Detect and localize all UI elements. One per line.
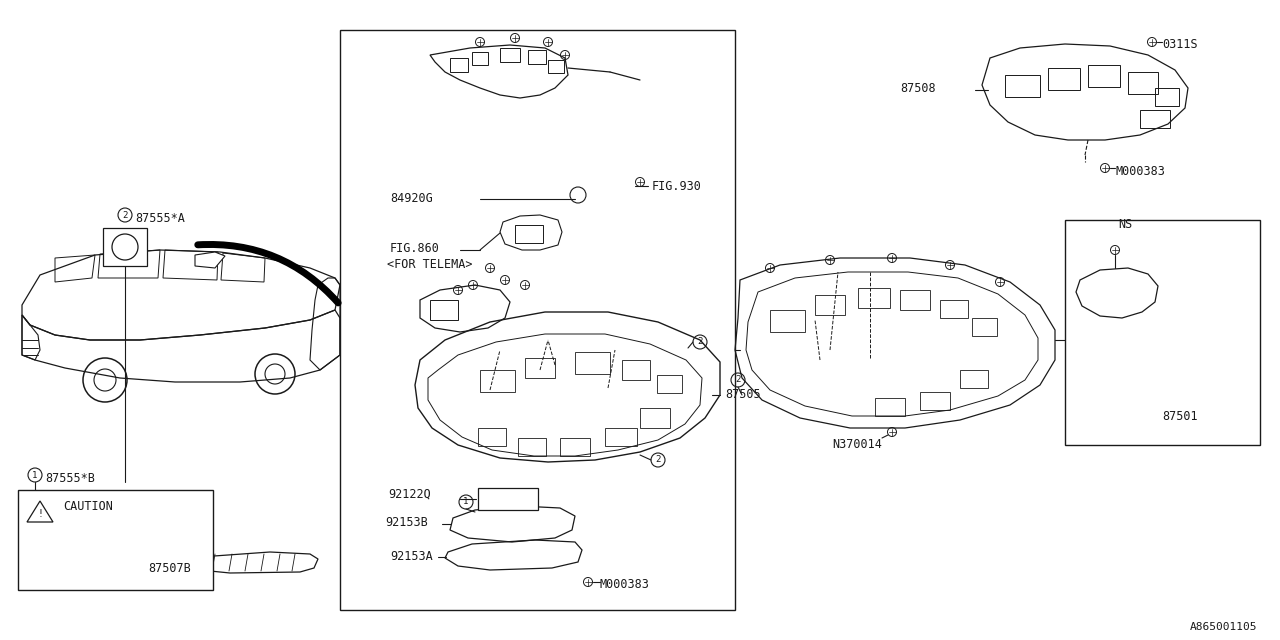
Text: 87555*A: 87555*A [134,212,184,225]
Bar [900,290,931,310]
Text: 2: 2 [735,376,741,385]
Bar [858,288,890,308]
Bar [477,488,538,510]
Bar [451,58,468,72]
Bar [472,52,488,65]
Text: 2: 2 [655,456,660,465]
Bar [529,50,547,64]
Text: 87508: 87508 [900,82,936,95]
Text: 87555*B: 87555*B [45,472,95,485]
Text: 2: 2 [123,211,128,220]
Text: 87507B: 87507B [148,562,191,575]
Bar [940,300,968,318]
Bar [340,30,735,610]
Text: 1: 1 [463,497,468,506]
Bar [972,318,997,336]
Bar [1065,220,1260,445]
Bar [102,228,147,266]
Bar [515,225,543,243]
Text: 87501: 87501 [1162,410,1198,423]
Text: 92122Q: 92122Q [388,488,431,501]
Bar [561,438,590,456]
Bar [483,492,534,506]
Bar [518,438,547,456]
Polygon shape [195,252,225,268]
Bar [500,48,520,62]
Text: CAUTION: CAUTION [63,500,113,513]
Text: 87505: 87505 [724,388,760,401]
Bar [430,300,458,320]
Bar [1005,75,1039,97]
Text: FIG.860: FIG.860 [390,242,440,255]
Bar [1088,65,1120,87]
Text: FIG.930: FIG.930 [652,180,701,193]
Text: M000383: M000383 [1115,165,1165,178]
Text: <FOR TELEMA>: <FOR TELEMA> [387,258,472,271]
Bar [622,360,650,380]
Bar [575,352,611,374]
Bar [771,310,805,332]
Text: 2: 2 [698,337,703,346]
Bar [1048,68,1080,90]
Text: 92153A: 92153A [390,550,433,563]
Bar [640,408,669,428]
Text: 84920G: 84920G [390,192,433,205]
FancyArrowPatch shape [198,244,338,303]
Text: 92153B: 92153B [385,516,428,529]
Bar [605,428,637,446]
Bar [18,490,212,590]
Bar [1128,72,1158,94]
Bar [1155,88,1179,106]
Bar [815,295,845,315]
Bar [920,392,950,410]
Bar [548,60,564,73]
Text: M000383: M000383 [600,578,650,591]
Bar [657,375,682,393]
Bar [876,398,905,416]
Bar [525,358,556,378]
Text: N370014: N370014 [832,438,882,451]
Bar [477,428,506,446]
Text: NS: NS [1117,218,1133,231]
Bar [1140,110,1170,128]
Text: 0311S: 0311S [1162,38,1198,51]
Bar [480,370,515,392]
Text: 1: 1 [32,470,37,479]
Text: A865001105: A865001105 [1190,622,1257,632]
Text: !: ! [37,509,44,519]
Bar [960,370,988,388]
